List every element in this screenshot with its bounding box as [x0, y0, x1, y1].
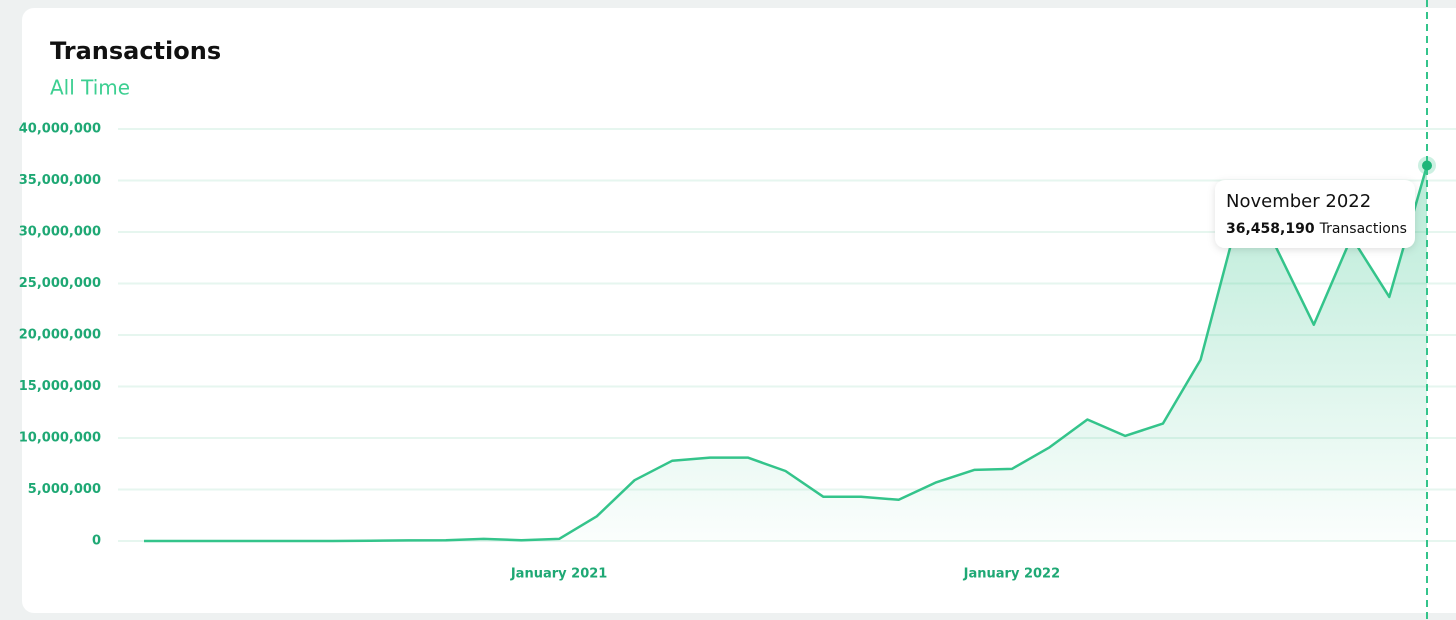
chart-title: Transactions [50, 37, 221, 65]
y-tick-label: 30,000,000 [19, 225, 101, 240]
area-fill [144, 165, 1427, 541]
tooltip-suffix: Transactions [1319, 221, 1407, 237]
x-tick-label: January 2022 [963, 567, 1060, 582]
chart-subtitle: All Time [50, 76, 130, 100]
y-tick-label: 10,000,000 [19, 431, 101, 446]
y-tick-label: 35,000,000 [19, 173, 101, 188]
hover-point [1422, 160, 1432, 171]
y-tick-label: 20,000,000 [19, 328, 101, 343]
y-tick-label: 40,000,000 [19, 122, 101, 137]
y-tick-label: 5,000,000 [28, 482, 101, 497]
tooltip-value-line: 36,458,190 Transactions [1226, 221, 1407, 237]
y-tick-label: 0 [92, 534, 101, 549]
x-tick-label: January 2021 [510, 567, 607, 582]
tooltip-box [1215, 180, 1415, 248]
tooltip-title: November 2022 [1226, 191, 1371, 212]
tooltip-value: 36,458,190 [1226, 221, 1315, 237]
y-tick-label: 15,000,000 [19, 379, 101, 394]
series-line [144, 165, 1429, 543]
y-tick-label: 25,000,000 [19, 276, 101, 291]
